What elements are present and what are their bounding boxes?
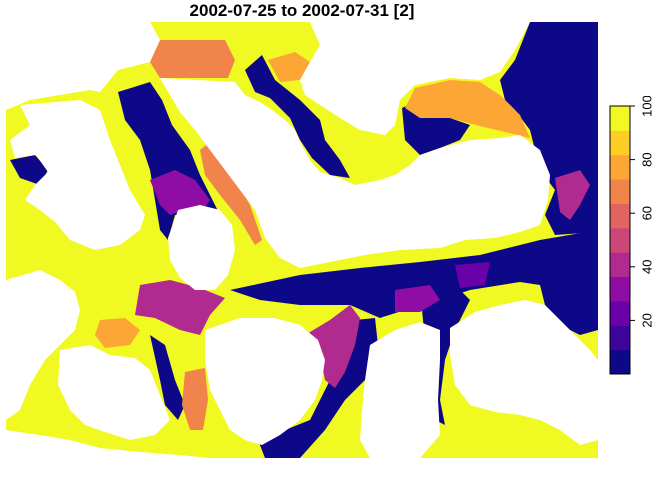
orange-ice-west [95,318,140,348]
land-northern-highland [300,22,530,135]
legend-color-segment [610,252,630,278]
land-northern-plateau [160,78,550,268]
land-southeast-mass [360,322,440,458]
low-ice-far-east [540,282,598,335]
land-western-peninsula [6,270,80,420]
low-ice-inlet-north [245,55,350,178]
land-west-island [10,100,145,250]
legend-frame [609,105,631,375]
legend-color-segment [610,349,630,375]
mid-ice-central-strip [135,280,225,335]
mid-ice-east-patch [395,285,440,312]
mid-ice-west-channel [150,170,210,215]
legend-color-segment [610,325,630,351]
sea-ice-map [6,22,598,458]
land-northwest [6,22,160,110]
map-title: 2002-07-25 to 2002-07-31 [2] [189,1,415,20]
land-southern-mass [205,318,325,445]
legend-tick-label: 20 [639,313,654,327]
low-ice-channel-main [230,230,598,318]
orange-ice-diagonal [200,142,262,245]
orange-ice-north [150,40,235,78]
legend-color-segment [610,106,630,131]
legend-color-segment [610,154,630,180]
legend-color-segment [610,130,630,156]
orange-ice-bay [405,80,530,138]
legend-tick-label: 40 [639,260,654,274]
legend-color-segment [610,276,630,302]
land-far-southeast [450,300,598,445]
low-ice-south-inlet [150,335,185,420]
orange-ice-south [182,368,208,430]
land-southwest-islands [58,345,170,440]
low-ice-small-west [10,155,48,185]
orange-ice-inlet [268,52,310,82]
mid-ice-east-coast [555,170,590,220]
mid-ice-sound-patch [455,262,490,288]
legend-color-segment [610,203,630,229]
color-legend: 20 40 60 80 100 [609,96,654,375]
legend-tick-label: 60 [639,206,654,220]
legend-color-segment [610,179,630,204]
land-central-island [168,205,235,290]
land-south-strip [6,430,210,458]
legend-color-segment [610,300,630,326]
legend-tick-label: 80 [639,152,654,166]
legend-tick-label: 100 [639,96,654,117]
legend-color-segment [610,227,630,253]
mid-ice-south-arm [305,305,360,388]
